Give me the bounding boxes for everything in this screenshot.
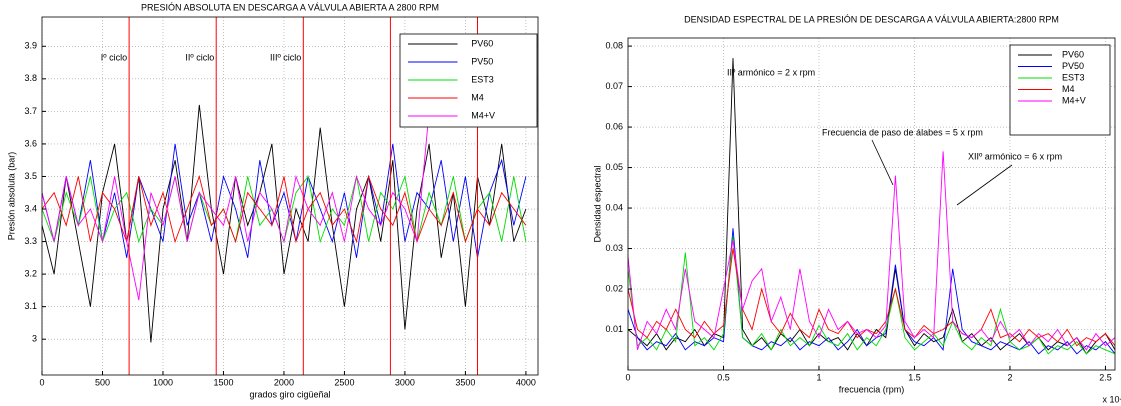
x-tick-label: 3500 (455, 377, 475, 387)
annotation-arrow (956, 164, 1013, 206)
legend-label: EST3 (1062, 72, 1085, 82)
y-tick-label: 0.01 (605, 324, 623, 334)
cycle-label: IIº ciclo (185, 52, 214, 62)
x-tick-label: 500 (95, 377, 110, 387)
cycle-label: Iº ciclo (101, 52, 127, 62)
x-axis-label: grados giro cigüeñal (249, 389, 330, 399)
y-tick-label: 3 (32, 334, 37, 344)
y-tick-label: 0.05 (605, 162, 623, 172)
legend-label: M4+V (1062, 95, 1086, 105)
y-tick-label: 3.3 (24, 236, 37, 246)
x-tick-label: 2000 (274, 377, 294, 387)
x-tick-label: 1500 (213, 377, 233, 387)
x-tick-label: 2 (1007, 372, 1012, 382)
y-tick-label: 0.08 (605, 40, 623, 50)
series-line (42, 174, 527, 244)
annotation-arrow (871, 139, 894, 186)
series-line (628, 236, 1115, 355)
x-tick-label: 0 (39, 377, 44, 387)
cycle-label: IIIº ciclo (270, 52, 301, 62)
y-tick-label: 0.07 (605, 81, 623, 91)
y-axis-label: Densidad espectral (592, 165, 602, 242)
series-line (42, 104, 527, 343)
legend-label: PV60 (1062, 49, 1084, 59)
legend-label: EST3 (471, 74, 494, 84)
series-line (42, 111, 430, 301)
plot-frame (627, 37, 1116, 371)
chart-title: PRESIÓN ABSOLUTA EN DESCARGA A VÁLVULA A… (141, 2, 439, 12)
y-tick-label: 3.5 (24, 171, 37, 181)
annotation: XIIº armónico = 6 x rpm (968, 151, 1062, 161)
chart-title: DENSIDAD ESPECTRAL DE LA PRESIÓN DE DESC… (684, 14, 1059, 24)
annotation: Frecuencia de paso de álabes = 5 x rpm (822, 127, 983, 137)
x-tick-label: 2500 (334, 377, 354, 387)
x-tick-label: 0.5 (717, 372, 730, 382)
y-tick-label: 0.02 (605, 283, 623, 293)
series-line (628, 248, 1115, 347)
x-axis-label: frecuencia (rpm) (839, 384, 905, 394)
x-tick-label: 2.5 (1099, 372, 1112, 382)
x-tick-label: 1000 (153, 377, 173, 387)
y-tick-label: 3.2 (24, 268, 37, 278)
annotation: IIº armónico = 2 x rpm (727, 67, 815, 77)
y-tick-label: 0.06 (605, 121, 623, 131)
x-tick-label: 1.5 (908, 372, 921, 382)
plot-frame (41, 16, 539, 376)
x-tick-label: 4000 (516, 377, 536, 387)
plot-area (42, 104, 527, 343)
legend-label: M4 (471, 92, 484, 102)
y-tick-label: 3.7 (24, 106, 37, 116)
x-scale-label: x 10⁴ (1103, 394, 1121, 404)
x-tick-label: 3000 (395, 377, 415, 387)
y-tick-label: 3.4 (24, 203, 37, 213)
y-tick-label: 3.6 (24, 138, 37, 148)
y-tick-label: 0.03 (605, 243, 623, 253)
y-axis-label: Presión absoluta (bar) (6, 152, 16, 241)
series-line (628, 151, 1115, 351)
y-tick-label: 3.9 (24, 41, 37, 51)
series-line (42, 143, 527, 258)
y-tick-label: 3.1 (24, 301, 37, 311)
legend-label: PV60 (471, 38, 493, 48)
legend-label: PV50 (471, 56, 493, 66)
y-tick-label: 0.04 (605, 202, 623, 212)
legend-label: M4 (1062, 84, 1075, 94)
legend-label: PV50 (1062, 61, 1084, 71)
x-tick-label: 1 (816, 372, 821, 382)
plot-area (628, 58, 1115, 355)
x-tick-label: 0 (625, 372, 630, 382)
y-tick-label: 3.8 (24, 73, 37, 83)
legend-label: M4+V (471, 110, 495, 120)
